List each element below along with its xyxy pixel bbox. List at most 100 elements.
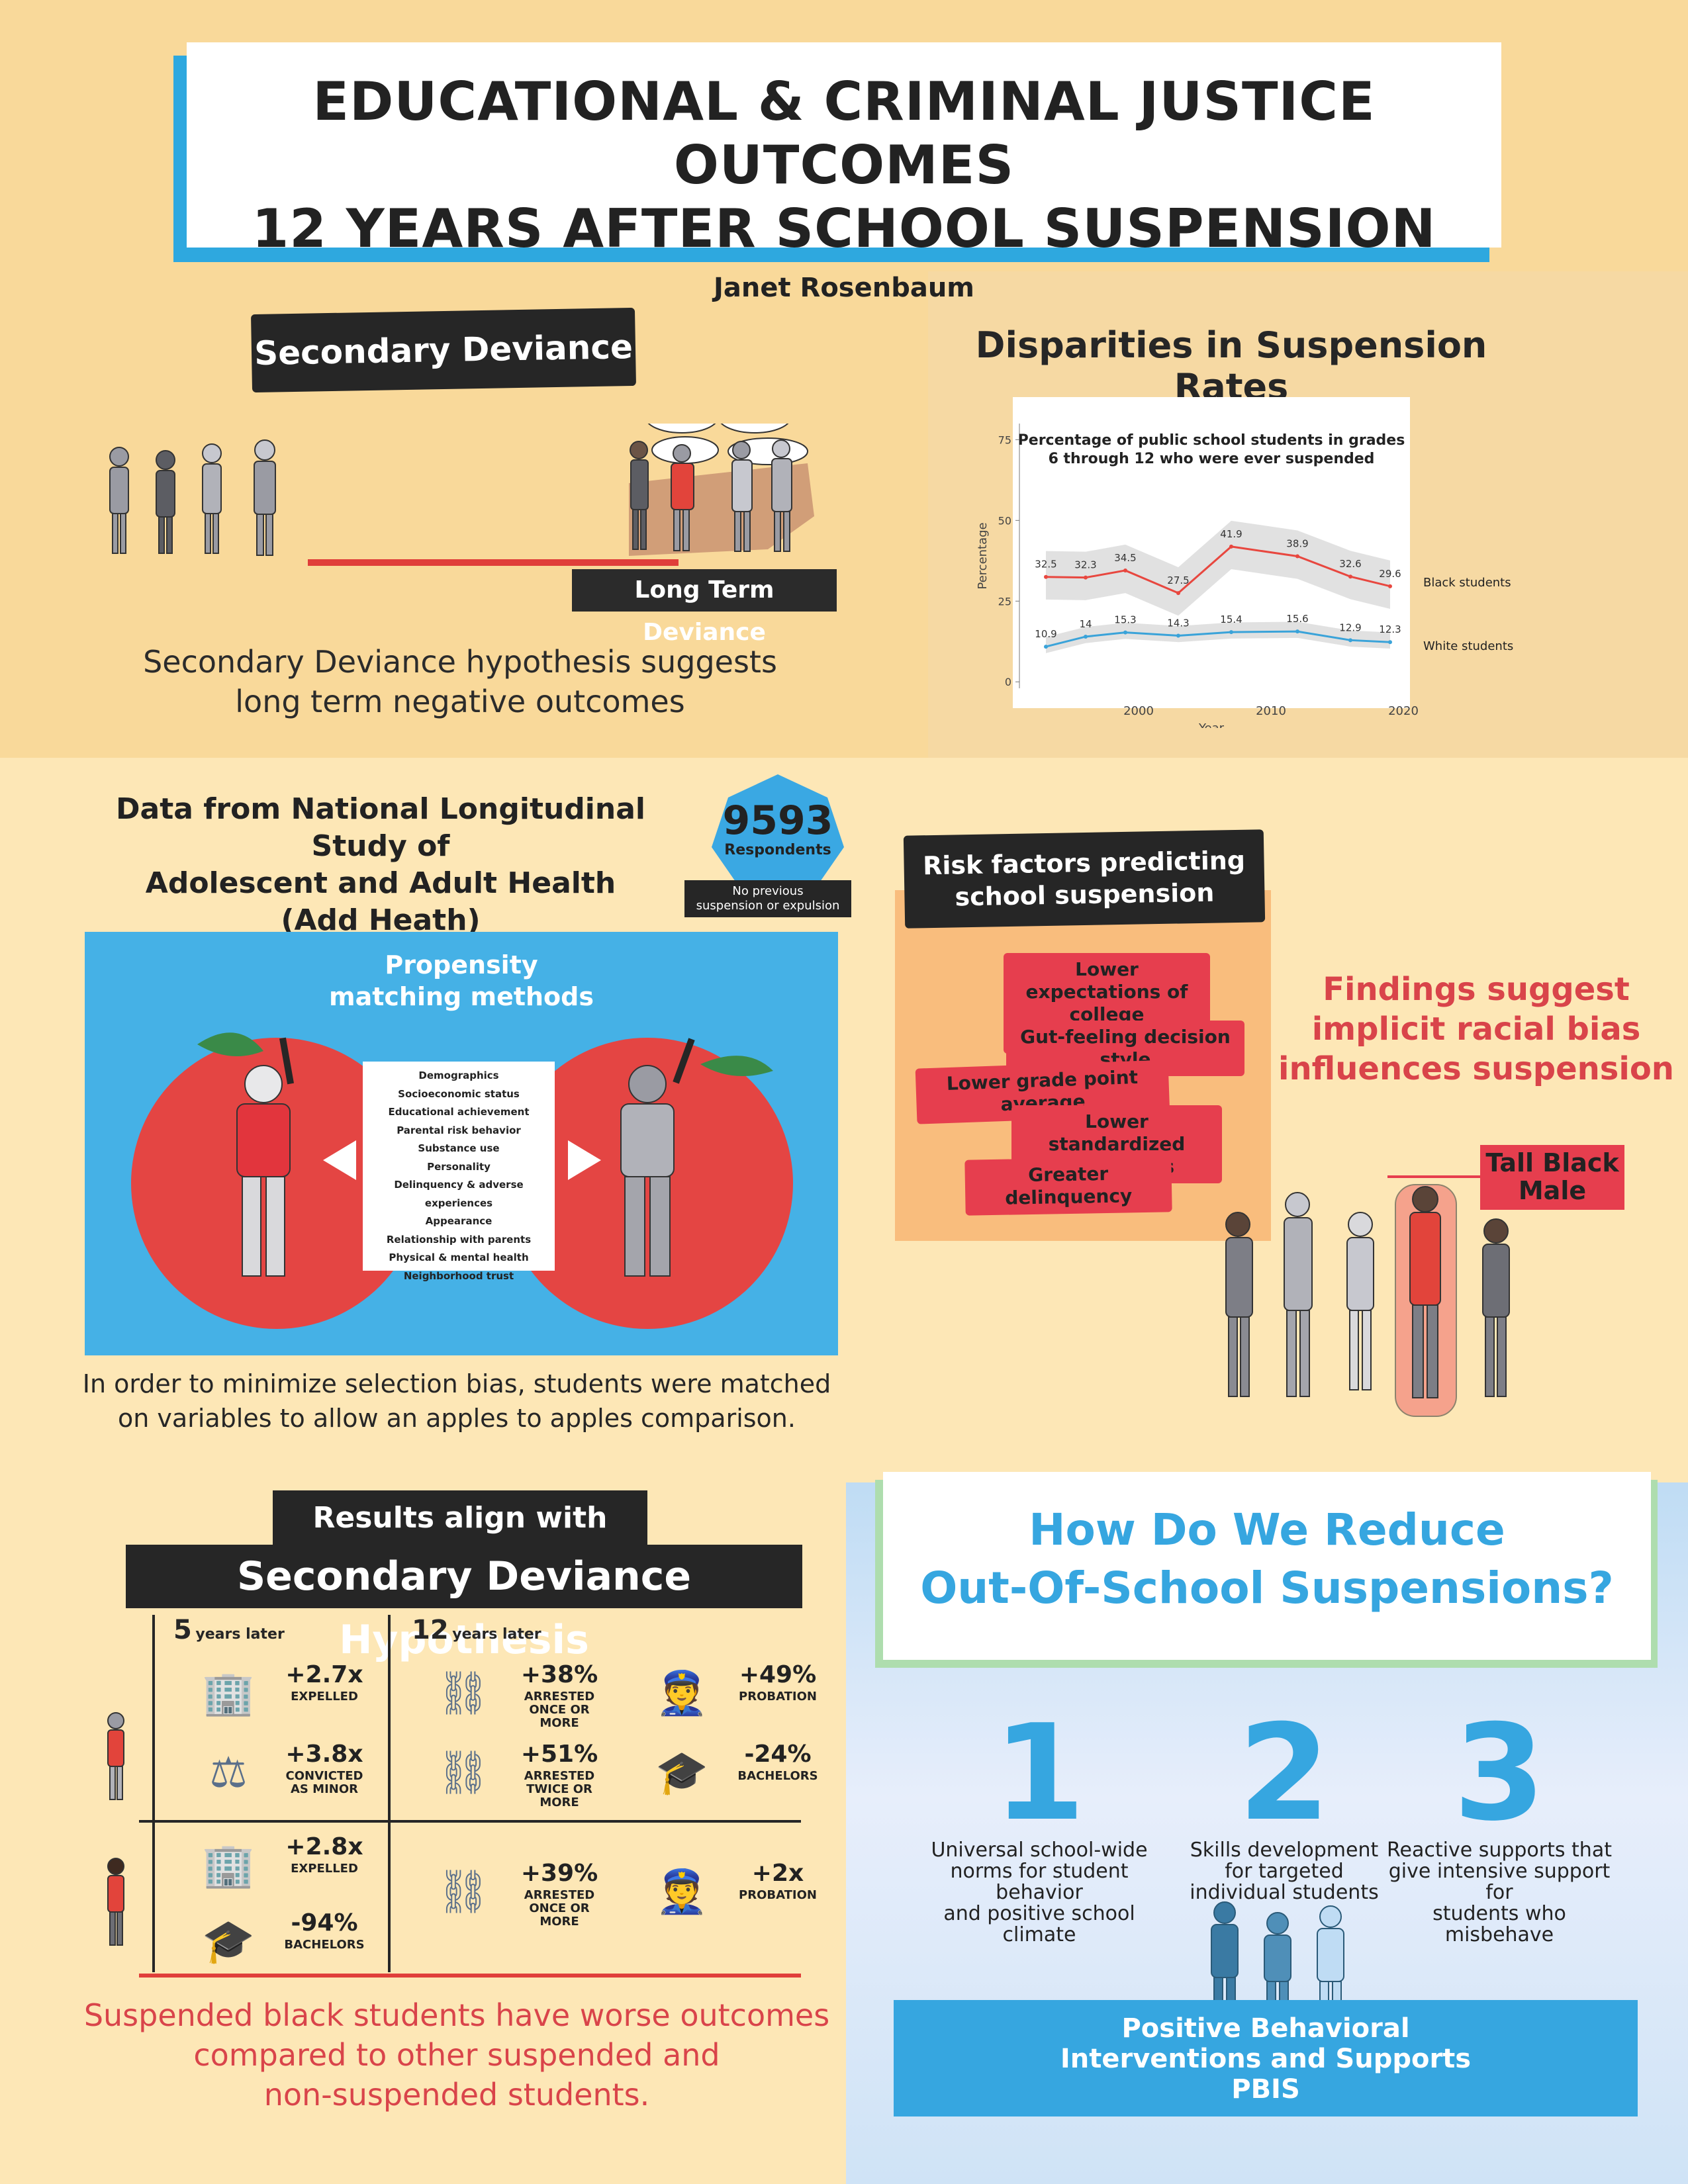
result-item: 👮 +49% PROBATION [642,1661,841,1734]
data-point [1176,633,1180,638]
step-text: individual students [1190,1881,1379,1904]
data-label: 38.9 [1286,537,1308,549]
data-label: 32.5 [1035,559,1056,570]
propensity-caption-line-1: In order to minimize selection bias, stu… [82,1369,831,1398]
data-label: 10.9 [1035,628,1056,640]
x-axis-label: Year [1198,721,1225,728]
tall-black-male-line-1: Tall Black [1485,1148,1619,1177]
results-heading-big: Secondary Deviance Hypothesis [126,1545,802,1663]
group-of-students-left-illustration [109,439,276,556]
result-label: CONVICTED AS MINOR [285,1769,363,1796]
result-item: 🏢 +2.7x EXPELLED [189,1661,387,1734]
pbis-box: Positive Behavioral Interventions and Su… [894,2000,1638,2116]
respondents-note: No previous suspension or expulsion [684,880,851,917]
series-line [1045,630,1391,648]
step-3: 3 Reactive supports that give intensive su… [1377,1707,1622,1946]
step-text: give intensive support for [1388,1860,1611,1904]
data-point [1388,640,1392,645]
add-health-line-3: (Add Heath) [281,903,481,937]
police-hat-icon: 👮 [655,1868,708,1917]
graduation-cap-icon: 🎓 [202,1917,255,1966]
series-band [1046,520,1390,616]
results-caption-line-3: non-suspended students. [263,2077,650,2113]
result-value: -94% [291,1909,358,1936]
step-text: for targeted [1225,1860,1344,1883]
data-point [1348,638,1352,643]
long-term-deviance-label: Long Term Deviance [572,569,837,646]
result-item: ⛓ +51% ARRESTED TWICE OR MORE [424,1741,622,1813]
matching-variable: Educational achievement [388,1106,530,1118]
result-value: +38% [520,1661,598,1688]
respondents-label: Respondents [724,842,831,858]
findings-line-2: implicit racial bias [1311,1011,1641,1048]
police-hat-icon: 👮 [655,1669,708,1718]
risk-factor-1-line-1: Lower expectations of [1025,958,1188,1003]
risk-factors-heading: Risk factors predicting school suspensio… [903,829,1266,929]
data-point [1123,568,1127,572]
title-line-1: EDUCATIONAL & CRIMINAL JUSTICE OUTCOMES [312,71,1376,196]
result-item: 👮 +2x PROBATION [642,1860,841,1933]
y-tick-label: 50 [998,514,1011,527]
secondary-deviance-caption-line-2: long term negative outcomes [235,684,685,719]
data-label: 15.6 [1286,613,1308,625]
gavel-icon: ⚖ [209,1749,248,1797]
title-line-2: 12 YEARS AFTER SCHOOL SUSPENSION [252,198,1436,259]
data-label: 32.3 [1074,559,1096,571]
data-label: 34.5 [1114,552,1136,564]
apple-left-icon [131,1032,422,1329]
legend-label: White students [1423,639,1513,653]
data-label: 12.9 [1339,621,1361,633]
result-label: ARRESTED ONCE OR MORE [524,1888,595,1929]
matching-variable: Delinquency & adverse experiences [394,1179,524,1209]
step-2: 2 Skills development for targeted individua… [1162,1707,1407,1903]
pbis-people-illustration [1211,1901,1344,2005]
reduce-heading-box: How Do We Reduce Out-Of-School Suspensio… [883,1472,1651,1660]
matching-variable: Physical & mental health [389,1251,529,1263]
result-item: 🎓 -94% BACHELORS [189,1909,387,1982]
results-heading-small: Results align with [273,1490,647,1546]
y-axis-label: Percentage [976,522,990,589]
suspension-chart: Percentage of public school students in … [973,397,1556,735]
data-point [1123,630,1127,635]
propensity-caption-line-2: on variables to allow an apples to apple… [118,1404,796,1433]
matching-variables-box: Demographics Socioeconomic status Educatio… [363,1062,555,1282]
respondents-note-line-2: suspension or expulsion [696,899,840,913]
double-arrow-icon [323,1140,601,1180]
matching-variable: Personality [427,1160,491,1173]
tall-black-male-line-2: Male [1518,1176,1587,1205]
result-value: +49% [739,1661,817,1688]
step-number: 3 [1453,1696,1546,1850]
student-row-1-icon [107,1712,124,1800]
step-text: norms for student behavior [950,1860,1129,1904]
series-band [1046,621,1390,653]
col5-number: 5 [173,1615,192,1645]
add-health-line-1: Data from National Longitudinal Study of [116,792,645,863]
result-label: ARRESTED ONCE OR MORE [524,1690,595,1730]
y-tick-label: 75 [998,433,1011,446]
data-point [1084,575,1088,580]
propensity-caption: In order to minimize selection bias, stu… [73,1367,841,1435]
matching-variable: Socioeconomic status [398,1087,520,1100]
step-text: Universal school-wide [931,1839,1148,1862]
data-point [1084,634,1088,639]
building-icon: 🏢 [202,1669,255,1718]
col5-header: 5 years later [173,1615,285,1645]
pbis-line-1: Positive Behavioral [1121,2013,1410,2044]
result-label: PROBATION [739,1690,817,1704]
result-value: -24% [744,1741,812,1768]
results-caption-line-2: compared to other suspended and [193,2037,720,2073]
chart-title-line-1: Percentage of public school students in … [1018,432,1405,449]
step-text: Reactive supports that [1387,1839,1612,1862]
data-point [1388,584,1392,588]
data-label: 15.4 [1220,614,1242,625]
results-caption: Suspended black students have worse outc… [79,1995,834,2115]
title-box: EDUCATIONAL & CRIMINAL JUSTICE OUTCOMES … [187,42,1501,303]
results-grid-lines [107,1615,801,1978]
respondents-count: 9593 [722,797,833,844]
data-point [1044,574,1048,579]
tall-black-male-tag: Tall Black Male [1480,1145,1624,1210]
result-value: +2x [751,1860,804,1887]
group-of-students-right-illustration [629,424,814,556]
secondary-deviance-illustration [109,424,814,566]
apple-right-icon [502,1038,793,1329]
